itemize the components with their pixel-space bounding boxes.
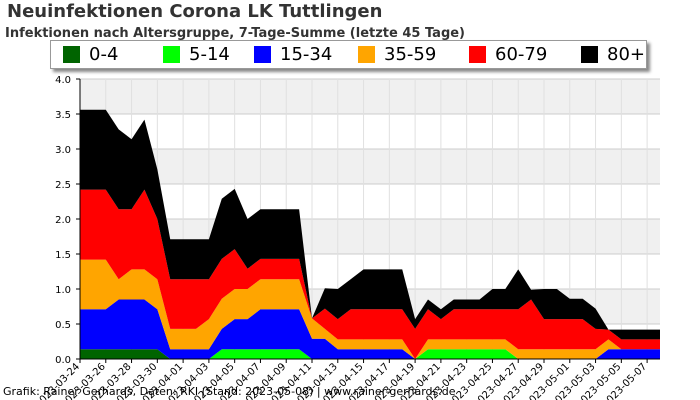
legend-label: 5-14 [189,44,230,65]
grid-band [80,184,660,219]
legend-item-60-79: 60-79 [469,41,547,68]
y-tick-label: 2.5 [55,180,71,191]
y-tick-label: 0.0 [55,355,71,366]
legend-label: 35-59 [384,44,437,65]
legend-label: 0-4 [89,44,119,65]
chart-title: Neuinfektionen Corona LK Tuttlingen [7,1,383,22]
grid-band [80,149,660,184]
area-series-5-14 [80,349,660,359]
legend-swatch [581,46,598,63]
chart-subtitle: Infektionen nach Altersgruppe, 7-Tage-Su… [5,26,466,41]
area-series-80+ [80,109,660,340]
y-tick-label: 3.0 [55,145,71,156]
legend-swatch [469,46,486,63]
legend-label: 60-79 [495,44,548,65]
area-series-0-4 [80,349,660,359]
legend-item-80+: 80+ [581,41,645,68]
source-footer: Grafik: Rainer Gerhards, Daten: RKI (Sta… [3,385,456,398]
grid-band [80,114,660,149]
legend-label: 80+ [607,44,645,65]
legend-item-15-34: 15-34 [254,41,332,68]
legend-swatch [254,46,271,63]
legend-item-0-4: 0-4 [63,41,118,68]
legend-label: 15-34 [280,44,333,65]
legend-item-35-59: 35-59 [358,41,436,68]
chart-legend: 0-4 5-14 15-34 35-59 60-79 80+ [50,40,647,69]
legend-swatch [358,46,375,63]
y-tick-label: 4.0 [55,75,71,86]
grid-band [80,79,660,114]
legend-item-5-14: 5-14 [163,41,230,68]
y-tick-label: 0.5 [55,320,71,331]
area-series-60-79 [80,189,660,359]
y-tick-label: 1.0 [55,285,71,296]
series-areas [80,109,660,359]
y-axis-ticks: 0.0 0.5 1.0 1.5 2.0 2.5 3.0 3.5 4.0 [55,75,80,366]
legend-swatch [163,46,180,63]
y-tick-label: 1.5 [55,250,71,261]
area-series-15-34 [80,299,660,359]
y-tick-label: 2.0 [55,215,71,226]
y-tick-label: 3.5 [55,110,71,121]
legend-swatch [63,46,80,63]
area-series-35-59 [80,259,660,359]
